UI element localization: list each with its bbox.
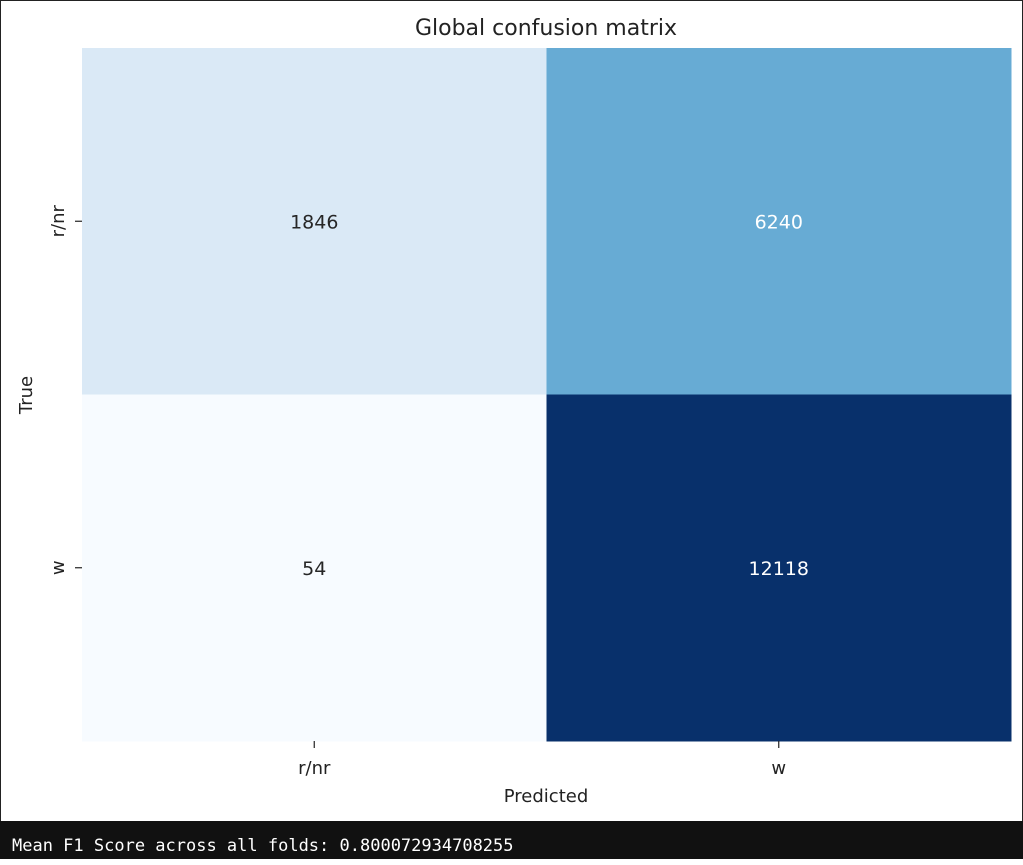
output-console: Mean F1 Score across all folds: 0.800072… bbox=[0, 821, 1023, 859]
x-axis-label: Predicted bbox=[504, 786, 589, 807]
output-text: Mean F1 Score across all folds: 0.800072… bbox=[12, 836, 514, 856]
x-tick-label: r/nr bbox=[298, 758, 331, 779]
cell-value-label: 6240 bbox=[755, 211, 803, 233]
heatmap-cell bbox=[546, 394, 1012, 742]
cell-value-label: 54 bbox=[302, 558, 326, 580]
y-tick-label: r/nr bbox=[48, 205, 69, 238]
axis-ticks: r/nr w r/nr w bbox=[48, 205, 786, 779]
heatmap-cells: 1846 6240 54 12118 bbox=[82, 48, 1012, 742]
chart-title: Global confusion matrix bbox=[415, 16, 677, 41]
y-axis-label: True bbox=[16, 376, 37, 415]
cell-value-label: 1846 bbox=[290, 211, 338, 233]
x-tick-label: w bbox=[771, 758, 786, 779]
heatmap-cell bbox=[82, 394, 547, 742]
heatmap-cell bbox=[546, 48, 1012, 395]
y-tick-label: w bbox=[48, 560, 69, 575]
cell-value-label: 12118 bbox=[749, 558, 809, 580]
heatmap-cell bbox=[82, 48, 547, 395]
